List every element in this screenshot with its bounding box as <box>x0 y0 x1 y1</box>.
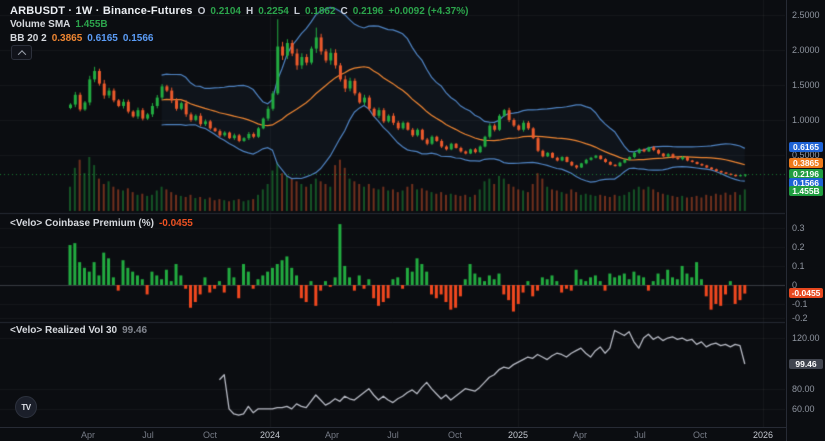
time-axis-month-label: Oct <box>692 430 708 440</box>
open-value: 0.2104 <box>210 6 241 17</box>
legend-collapse-button[interactable] <box>11 45 32 60</box>
bb-lower-badge: 0.1566 <box>789 178 823 188</box>
time-axis-month-label: Apr <box>572 430 588 440</box>
open-label: O <box>197 6 206 17</box>
time-axis[interactable]: Apr Jul Oct 2024 Apr Jul Oct 2025 Apr Jul Oct 2026 <box>0 427 825 441</box>
realized-vol-indicator-label[interactable]: <Velo> Realized Vol 30 <box>10 325 118 336</box>
volume-sma-badge: 1.455B <box>789 186 823 196</box>
volume-sma-value: 1.455B <box>75 19 108 30</box>
price-scale-tick: 0.1 <box>792 261 805 271</box>
price-scale-tick: 60.00 <box>792 404 815 414</box>
time-axis-month-label: Jul <box>142 430 154 440</box>
price-scale-tick: 0.5000 <box>792 150 820 160</box>
tradingview-logo-text: TV <box>21 402 31 412</box>
last-price-badge: 0.2196 <box>789 169 823 179</box>
chevron-up-icon <box>17 49 26 59</box>
price-scale-tick: 1.0000 <box>792 115 820 125</box>
price-scale-tick: 0.2 <box>792 242 805 252</box>
high-label: H <box>246 6 254 17</box>
price-scale-tick: 2.5000 <box>792 10 820 20</box>
bb-upper-badge: 0.6165 <box>789 142 823 152</box>
premium-legend: <Velo> Coinbase Premium (%) -0.0455 <box>10 218 193 232</box>
bb-lower-value: 0.1566 <box>122 33 154 44</box>
premium-indicator-value: -0.0455 <box>158 218 193 229</box>
time-axis-year-label: 2024 <box>259 430 281 440</box>
bb-label[interactable]: BB 20 2 <box>10 33 47 44</box>
time-axis-month-label: Apr <box>80 430 96 440</box>
premium-badge: -0.0455 <box>789 288 823 298</box>
bb-basis-value: 0.3865 <box>51 33 83 44</box>
price-scale-tick: -0.2 <box>792 313 808 323</box>
symbol-title[interactable]: ARBUSDT · 1W · Binance-Futures <box>10 5 193 17</box>
price-scale-tick: -0.1 <box>792 299 808 309</box>
main-legend: ARBUSDT · 1W · Binance-Futures O 0.2104 … <box>10 5 468 47</box>
time-axis-month-label: Jul <box>634 430 646 440</box>
close-value: 0.2196 <box>352 6 384 17</box>
time-axis-year-label: 2025 <box>507 430 529 440</box>
price-scale-tick: 2.0000 <box>792 45 820 55</box>
realized-vol-legend: <Velo> Realized Vol 30 99.46 <box>10 325 147 339</box>
premium-indicator-label[interactable]: <Velo> Coinbase Premium (%) <box>10 218 154 229</box>
price-scale[interactable]: 2.5000 2.0000 1.5000 1.0000 0.5000 0.3 0.2 0.1 0… <box>786 0 825 441</box>
price-scale-tick: 0.3 <box>792 223 805 233</box>
chart-canvas[interactable] <box>0 0 785 427</box>
volume-sma-label[interactable]: Volume SMA <box>10 19 71 30</box>
realized-vol-indicator-value: 99.46 <box>122 325 148 336</box>
high-value: 0.2254 <box>258 6 289 17</box>
time-axis-year-label: 2026 <box>752 430 774 440</box>
tradingview-logo[interactable]: TV <box>15 396 37 418</box>
close-label: C <box>340 6 348 17</box>
low-value: 0.1862 <box>304 6 336 17</box>
bb-upper-value: 0.6165 <box>87 33 118 44</box>
change-value: +0.0092 (+4.37%) <box>388 6 469 17</box>
price-scale-tick: 120.00 <box>792 333 820 343</box>
price-scale-tick: 1.5000 <box>792 80 820 90</box>
time-axis-month-label: Oct <box>202 430 218 440</box>
realized-vol-badge: 99.46 <box>789 359 823 369</box>
time-axis-month-label: Oct <box>447 430 463 440</box>
price-scale-tick: 80.00 <box>792 384 815 394</box>
time-axis-month-label: Jul <box>387 430 399 440</box>
time-axis-month-label: Apr <box>324 430 340 440</box>
low-label: L <box>293 6 300 17</box>
bb-basis-badge: 0.3865 <box>789 158 823 168</box>
price-scale-tick: 0 <box>792 280 798 290</box>
